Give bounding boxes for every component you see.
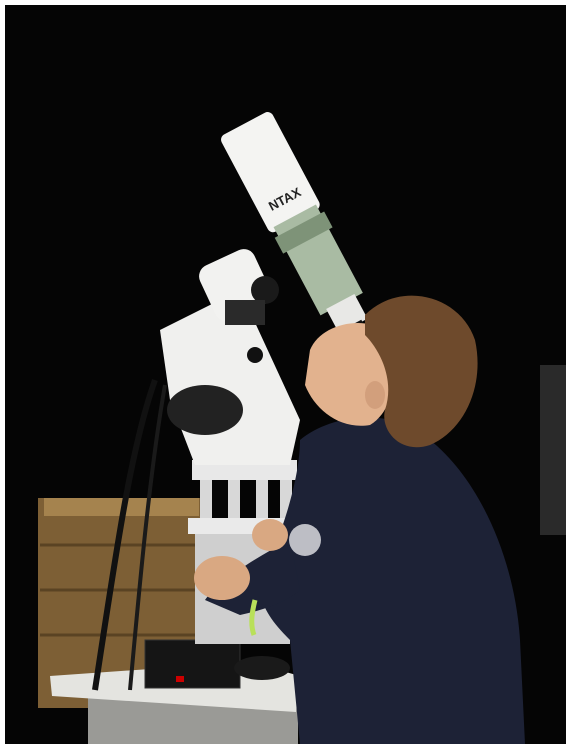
photo: NTAX bbox=[0, 0, 571, 749]
wristband bbox=[252, 600, 255, 635]
hand bbox=[252, 519, 288, 551]
background-equipment bbox=[540, 365, 566, 535]
power-supply bbox=[145, 640, 240, 688]
hoodie-logo bbox=[289, 524, 321, 556]
ear bbox=[365, 381, 385, 409]
power-terminal bbox=[176, 676, 184, 682]
counterweight-base bbox=[234, 656, 290, 680]
page: NTAX (() => { const data = JSON.parse(do… bbox=[0, 0, 571, 749]
hand bbox=[194, 556, 250, 600]
